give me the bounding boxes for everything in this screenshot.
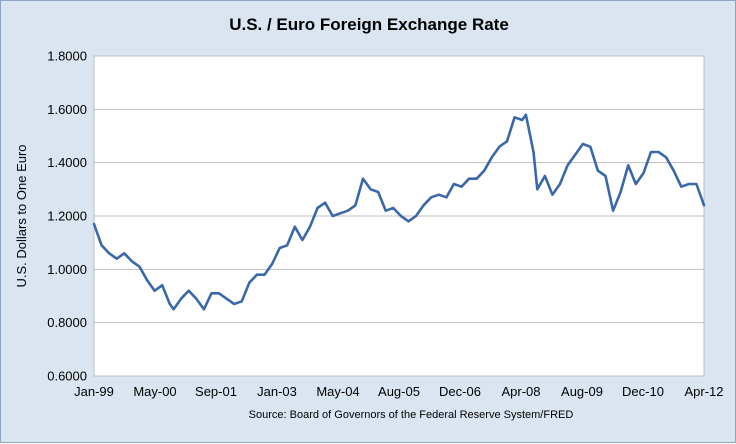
source-note: Source: Board of Governors of the Federa… bbox=[249, 409, 574, 421]
x-tick-label: Dec-06 bbox=[439, 384, 481, 399]
y-tick-label: 1.8000 bbox=[47, 49, 87, 64]
y-tick-label: 1.0000 bbox=[47, 262, 87, 277]
x-tick-label: May-00 bbox=[133, 384, 176, 399]
x-tick-label: Jan-03 bbox=[257, 384, 297, 399]
x-tick-label: Aug-09 bbox=[561, 384, 603, 399]
y-axis-label: U.S. Dollars to One Euro bbox=[14, 144, 29, 287]
y-tick-label: 1.2000 bbox=[47, 209, 87, 224]
chart-title: U.S. / Euro Foreign Exchange Rate bbox=[229, 15, 509, 34]
y-tick-label: 1.6000 bbox=[47, 102, 87, 117]
y-tick-label: 0.6000 bbox=[47, 369, 87, 384]
x-tick-label: Apr-12 bbox=[684, 384, 723, 399]
x-tick-label: May-04 bbox=[316, 384, 359, 399]
series-line-usd-euro bbox=[92, 113, 706, 311]
x-tick-label: Apr-08 bbox=[501, 384, 540, 399]
x-tick-label: Dec-10 bbox=[622, 384, 664, 399]
grid-lines bbox=[94, 55, 704, 324]
x-axis-ticks: Jan-99 May-00 Sep-01 Jan-03 May-04 Aug-05 Dec-… bbox=[74, 384, 723, 399]
y-axis-ticks: 0.6000 0.8000 1.0000 1.2000 1.4000 1.6000 1.80… bbox=[47, 49, 87, 384]
x-tick-label: Jan-99 bbox=[74, 384, 114, 399]
x-tick-label: Sep-01 bbox=[195, 384, 237, 399]
x-tick-label: Aug-05 bbox=[378, 384, 420, 399]
y-tick-label: 0.8000 bbox=[47, 315, 87, 330]
y-tick-label: 1.4000 bbox=[47, 155, 87, 170]
